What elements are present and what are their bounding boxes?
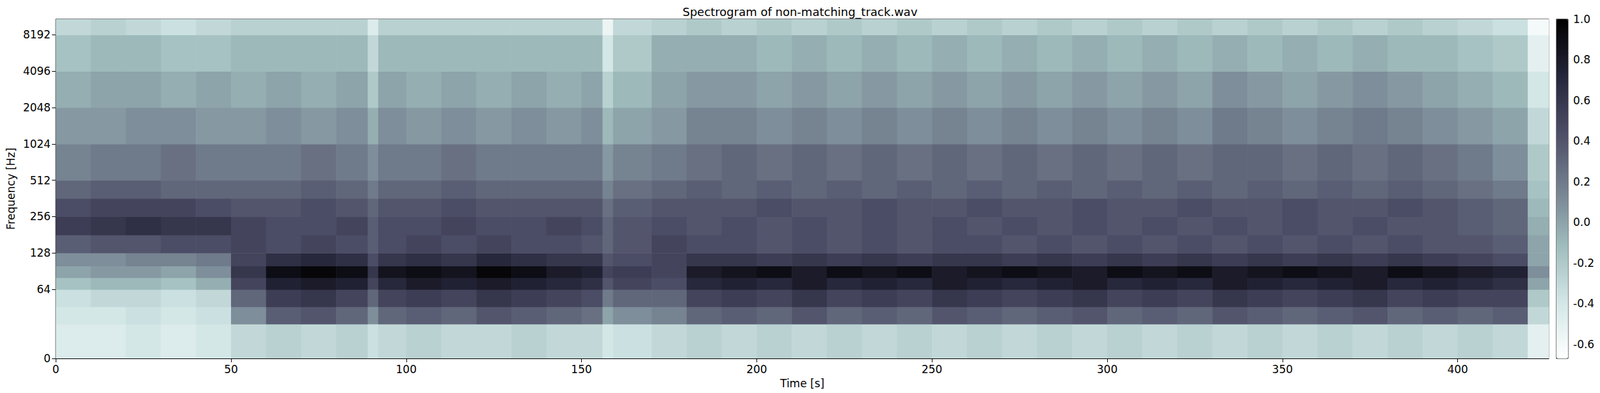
svg-text:-0.4: -0.4 — [1573, 296, 1595, 310]
svg-text:200: 200 — [746, 362, 767, 376]
svg-text:4096: 4096 — [23, 64, 51, 78]
svg-text:300: 300 — [1096, 362, 1118, 376]
svg-text:2048: 2048 — [23, 101, 51, 114]
svg-text:150: 150 — [570, 362, 592, 376]
svg-text:256: 256 — [30, 209, 51, 223]
svg-text:50: 50 — [224, 362, 239, 376]
svg-text:0: 0 — [43, 352, 51, 365]
svg-text:0.0: 0.0 — [1573, 215, 1591, 229]
svg-text:250: 250 — [921, 362, 943, 376]
svg-text:Time [s]: Time [s] — [779, 376, 825, 390]
svg-text:0.8: 0.8 — [1573, 53, 1591, 66]
svg-text:0: 0 — [52, 362, 60, 376]
svg-text:1024: 1024 — [23, 137, 51, 151]
svg-text:400: 400 — [1447, 362, 1468, 376]
svg-text:-0.6: -0.6 — [1573, 337, 1595, 351]
svg-text:Frequency [Hz]: Frequency [Hz] — [4, 147, 18, 230]
svg-text:350: 350 — [1272, 362, 1293, 376]
svg-text:64: 64 — [37, 282, 52, 296]
svg-text:100: 100 — [396, 362, 417, 376]
svg-text:128: 128 — [30, 246, 51, 260]
svg-text:-0.2: -0.2 — [1573, 256, 1595, 270]
svg-text:8192: 8192 — [23, 28, 51, 41]
svg-text:Spectrogram of non-matching_tr: Spectrogram of non-matching_track.wav — [682, 5, 918, 20]
svg-text:512: 512 — [30, 174, 51, 187]
svg-text:0.2: 0.2 — [1573, 175, 1591, 189]
svg-text:1.0: 1.0 — [1573, 12, 1591, 26]
svg-text:0.6: 0.6 — [1573, 94, 1591, 107]
svg-text:0.4: 0.4 — [1573, 134, 1591, 148]
